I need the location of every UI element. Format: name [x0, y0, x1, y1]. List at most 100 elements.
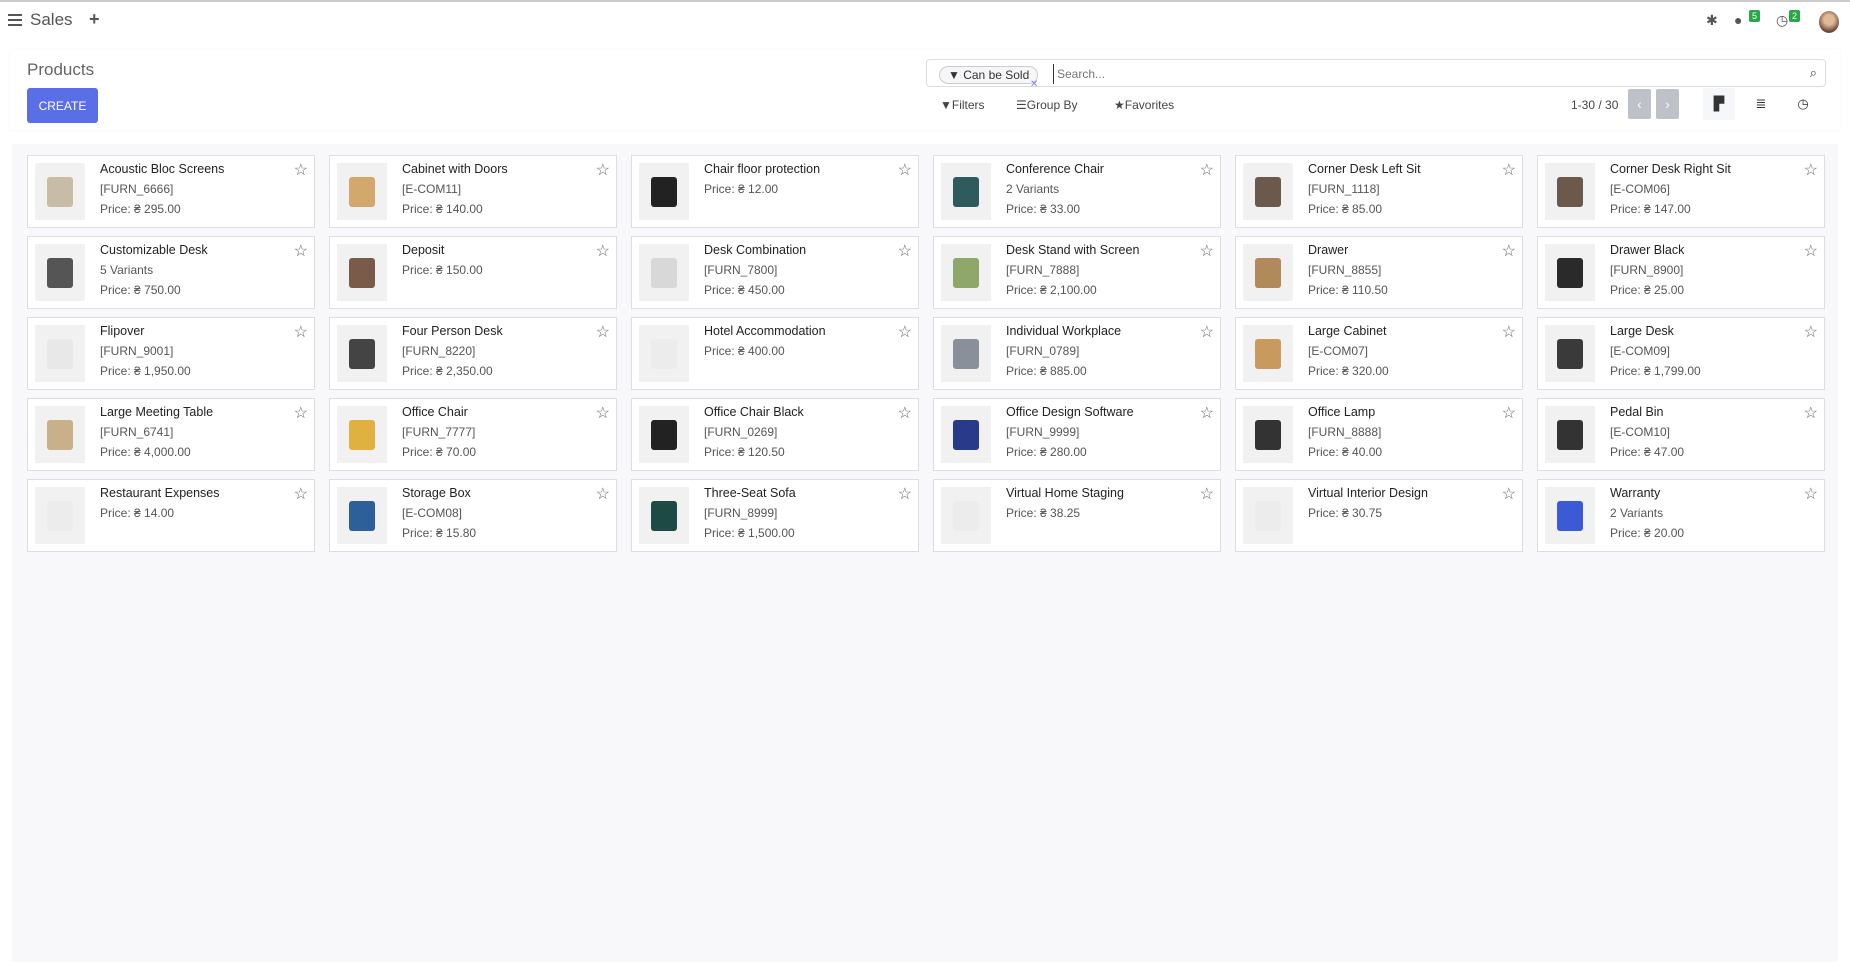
- favorite-star-icon[interactable]: ☆: [1803, 162, 1818, 179]
- favorite-star-icon[interactable]: ☆: [293, 162, 308, 179]
- favorite-star-icon[interactable]: ☆: [293, 486, 308, 503]
- product-price: Price: ₴ 40.00: [1308, 445, 1383, 459]
- product-card[interactable]: Acoustic Bloc Screens [FURN_6666] Price: ₴…: [27, 155, 315, 228]
- product-card[interactable]: Large Meeting Table [FURN_6741] Price: ₴ 4…: [27, 398, 315, 471]
- product-name: Corner Desk Right Sit: [1610, 162, 1731, 176]
- product-reference: [E-COM06]: [1610, 182, 1671, 196]
- favorite-star-icon[interactable]: ☆: [1803, 243, 1818, 260]
- hamburger-menu-icon[interactable]: [8, 14, 22, 26]
- product-card[interactable]: Deposit Price: ₴ 150.00 ☆: [329, 236, 617, 309]
- favorite-star-icon[interactable]: ☆: [595, 243, 610, 260]
- favorites-button[interactable]: ★Favorites: [1114, 98, 1174, 112]
- favorite-star-icon[interactable]: ☆: [595, 162, 610, 179]
- product-card[interactable]: Virtual Interior Design Price: ₴ 30.75 ☆: [1235, 479, 1523, 552]
- list-view-icon[interactable]: ≣: [1755, 96, 1767, 111]
- product-reference: [FURN_8888]: [1308, 425, 1382, 439]
- product-card[interactable]: Warranty 2 Variants Price: ₴ 20.00 ☆: [1537, 479, 1825, 552]
- product-card[interactable]: Chair floor protection Price: ₴ 12.00 ☆: [631, 155, 919, 228]
- product-card[interactable]: Corner Desk Left Sit [FURN_1118] Price: ₴ …: [1235, 155, 1523, 228]
- favorite-star-icon[interactable]: ☆: [293, 243, 308, 260]
- favorite-star-icon[interactable]: ☆: [1501, 162, 1516, 179]
- product-price: Price: ₴ 295.00: [100, 202, 181, 216]
- product-image: [941, 487, 991, 544]
- app-title[interactable]: Sales: [30, 10, 73, 29]
- product-reference: [FURN_7800]: [704, 263, 778, 277]
- favorite-star-icon[interactable]: ☆: [1803, 405, 1818, 422]
- user-avatar[interactable]: [1819, 11, 1839, 33]
- favorite-star-icon[interactable]: ☆: [1199, 162, 1214, 179]
- favorite-star-icon[interactable]: ☆: [897, 162, 912, 179]
- product-card[interactable]: Drawer Black [FURN_8900] Price: ₴ 25.00 ☆: [1537, 236, 1825, 309]
- product-reference: [E-COM09]: [1610, 344, 1671, 358]
- favorite-star-icon[interactable]: ☆: [293, 324, 308, 341]
- favorite-star-icon[interactable]: ☆: [1803, 324, 1818, 341]
- product-card[interactable]: Hotel Accommodation Price: ₴ 400.00 ☆: [631, 317, 919, 390]
- product-card[interactable]: Large Cabinet [E-COM07] Price: ₴ 320.00 ☆: [1235, 317, 1523, 390]
- product-card[interactable]: Restaurant Expenses Price: ₴ 14.00 ☆: [27, 479, 315, 552]
- favorite-star-icon[interactable]: ☆: [897, 243, 912, 260]
- favorite-star-icon[interactable]: ☆: [897, 486, 912, 503]
- product-reference: [FURN_8999]: [704, 506, 778, 520]
- product-name: Large Meeting Table: [100, 405, 214, 419]
- plus-icon[interactable]: +: [89, 9, 100, 29]
- favorite-star-icon[interactable]: ☆: [1501, 324, 1516, 341]
- product-card[interactable]: Office Chair Black [FURN_0269] Price: ₴ 12…: [631, 398, 919, 471]
- product-card[interactable]: Office Lamp [FURN_8888] Price: ₴ 40.00 ☆: [1235, 398, 1523, 471]
- product-image: [639, 487, 689, 544]
- favorite-star-icon[interactable]: ☆: [1501, 405, 1516, 422]
- favorite-star-icon[interactable]: ☆: [1199, 486, 1214, 503]
- favorite-star-icon[interactable]: ☆: [1803, 486, 1818, 503]
- favorite-star-icon[interactable]: ☆: [293, 405, 308, 422]
- create-button[interactable]: CREATE: [27, 88, 98, 123]
- favorite-star-icon[interactable]: ☆: [897, 324, 912, 341]
- product-card[interactable]: Office Design Software [FURN_9999] Price: …: [933, 398, 1221, 471]
- favorite-star-icon[interactable]: ☆: [1501, 486, 1516, 503]
- activity-view-icon[interactable]: ◷: [1797, 96, 1809, 111]
- product-card[interactable]: Drawer [FURN_8855] Price: ₴ 110.50 ☆: [1235, 236, 1523, 309]
- product-reference: [FURN_0269]: [704, 425, 778, 439]
- product-card[interactable]: Storage Box [E-COM08] Price: ₴ 15.80 ☆: [329, 479, 617, 552]
- pager-next-button[interactable]: ›: [1656, 89, 1679, 119]
- remove-facet-icon[interactable]: ✕: [1030, 79, 1039, 90]
- product-card[interactable]: Desk Stand with Screen [FURN_7888] Price: …: [933, 236, 1221, 309]
- favorite-star-icon[interactable]: ☆: [1199, 405, 1214, 422]
- favorite-star-icon[interactable]: ☆: [595, 324, 610, 341]
- filters-button[interactable]: ▼Filters: [940, 98, 985, 112]
- kanban-view-icon[interactable]: ▛: [1703, 88, 1735, 120]
- group-by-button[interactable]: ☰Group By: [1016, 98, 1077, 112]
- favorite-star-icon[interactable]: ☆: [595, 486, 610, 503]
- product-name: Acoustic Bloc Screens: [100, 162, 225, 176]
- search-icon[interactable]: ⌕: [1809, 65, 1817, 80]
- product-image: [337, 244, 387, 301]
- search-input[interactable]: [1053, 64, 1753, 84]
- product-card[interactable]: Customizable Desk 5 Variants Price: ₴ 750.…: [27, 236, 315, 309]
- chat-icon[interactable]: ●: [1734, 12, 1743, 28]
- product-card[interactable]: Corner Desk Right Sit [E-COM06] Price: ₴ 1…: [1537, 155, 1825, 228]
- product-card[interactable]: Three-Seat Sofa [FURN_8999] Price: ₴ 1,500…: [631, 479, 919, 552]
- product-card[interactable]: Office Chair [FURN_7777] Price: ₴ 70.00 ☆: [329, 398, 617, 471]
- product-card[interactable]: Cabinet with Doors [E-COM11] Price: ₴ 140.…: [329, 155, 617, 228]
- favorite-star-icon[interactable]: ☆: [595, 405, 610, 422]
- product-image: [1545, 244, 1595, 301]
- product-card[interactable]: Large Desk [E-COM09] Price: ₴ 1,799.00 ☆: [1537, 317, 1825, 390]
- pager-value[interactable]: 1-30 / 30: [1571, 98, 1619, 112]
- product-name: Large Desk: [1610, 324, 1674, 338]
- product-name: Deposit: [402, 243, 445, 257]
- clock-icon[interactable]: ◷: [1776, 12, 1789, 28]
- product-card[interactable]: Flipover [FURN_9001] Price: ₴ 1,950.00 ☆: [27, 317, 315, 390]
- pager-previous-button[interactable]: ‹: [1628, 89, 1651, 119]
- product-card[interactable]: Conference Chair 2 Variants Price: ₴ 33.00…: [933, 155, 1221, 228]
- favorite-star-icon[interactable]: ☆: [1199, 324, 1214, 341]
- product-card[interactable]: Pedal Bin [E-COM10] Price: ₴ 47.00 ☆: [1537, 398, 1825, 471]
- bug-icon[interactable]: ✱: [1706, 12, 1718, 28]
- product-card[interactable]: Four Person Desk [FURN_8220] Price: ₴ 2,35…: [329, 317, 617, 390]
- product-price: Price: ₴ 4,000.00: [100, 445, 191, 459]
- product-reference: [E-COM11]: [402, 182, 462, 196]
- product-card[interactable]: Virtual Home Staging Price: ₴ 38.25 ☆: [933, 479, 1221, 552]
- favorite-star-icon[interactable]: ☆: [897, 405, 912, 422]
- favorite-star-icon[interactable]: ☆: [1199, 243, 1214, 260]
- product-card[interactable]: Individual Workplace [FURN_0789] Price: ₴ …: [933, 317, 1221, 390]
- product-card[interactable]: Desk Combination [FURN_7800] Price: ₴ 450.…: [631, 236, 919, 309]
- product-name: Hotel Accommodation: [704, 324, 826, 338]
- favorite-star-icon[interactable]: ☆: [1501, 243, 1516, 260]
